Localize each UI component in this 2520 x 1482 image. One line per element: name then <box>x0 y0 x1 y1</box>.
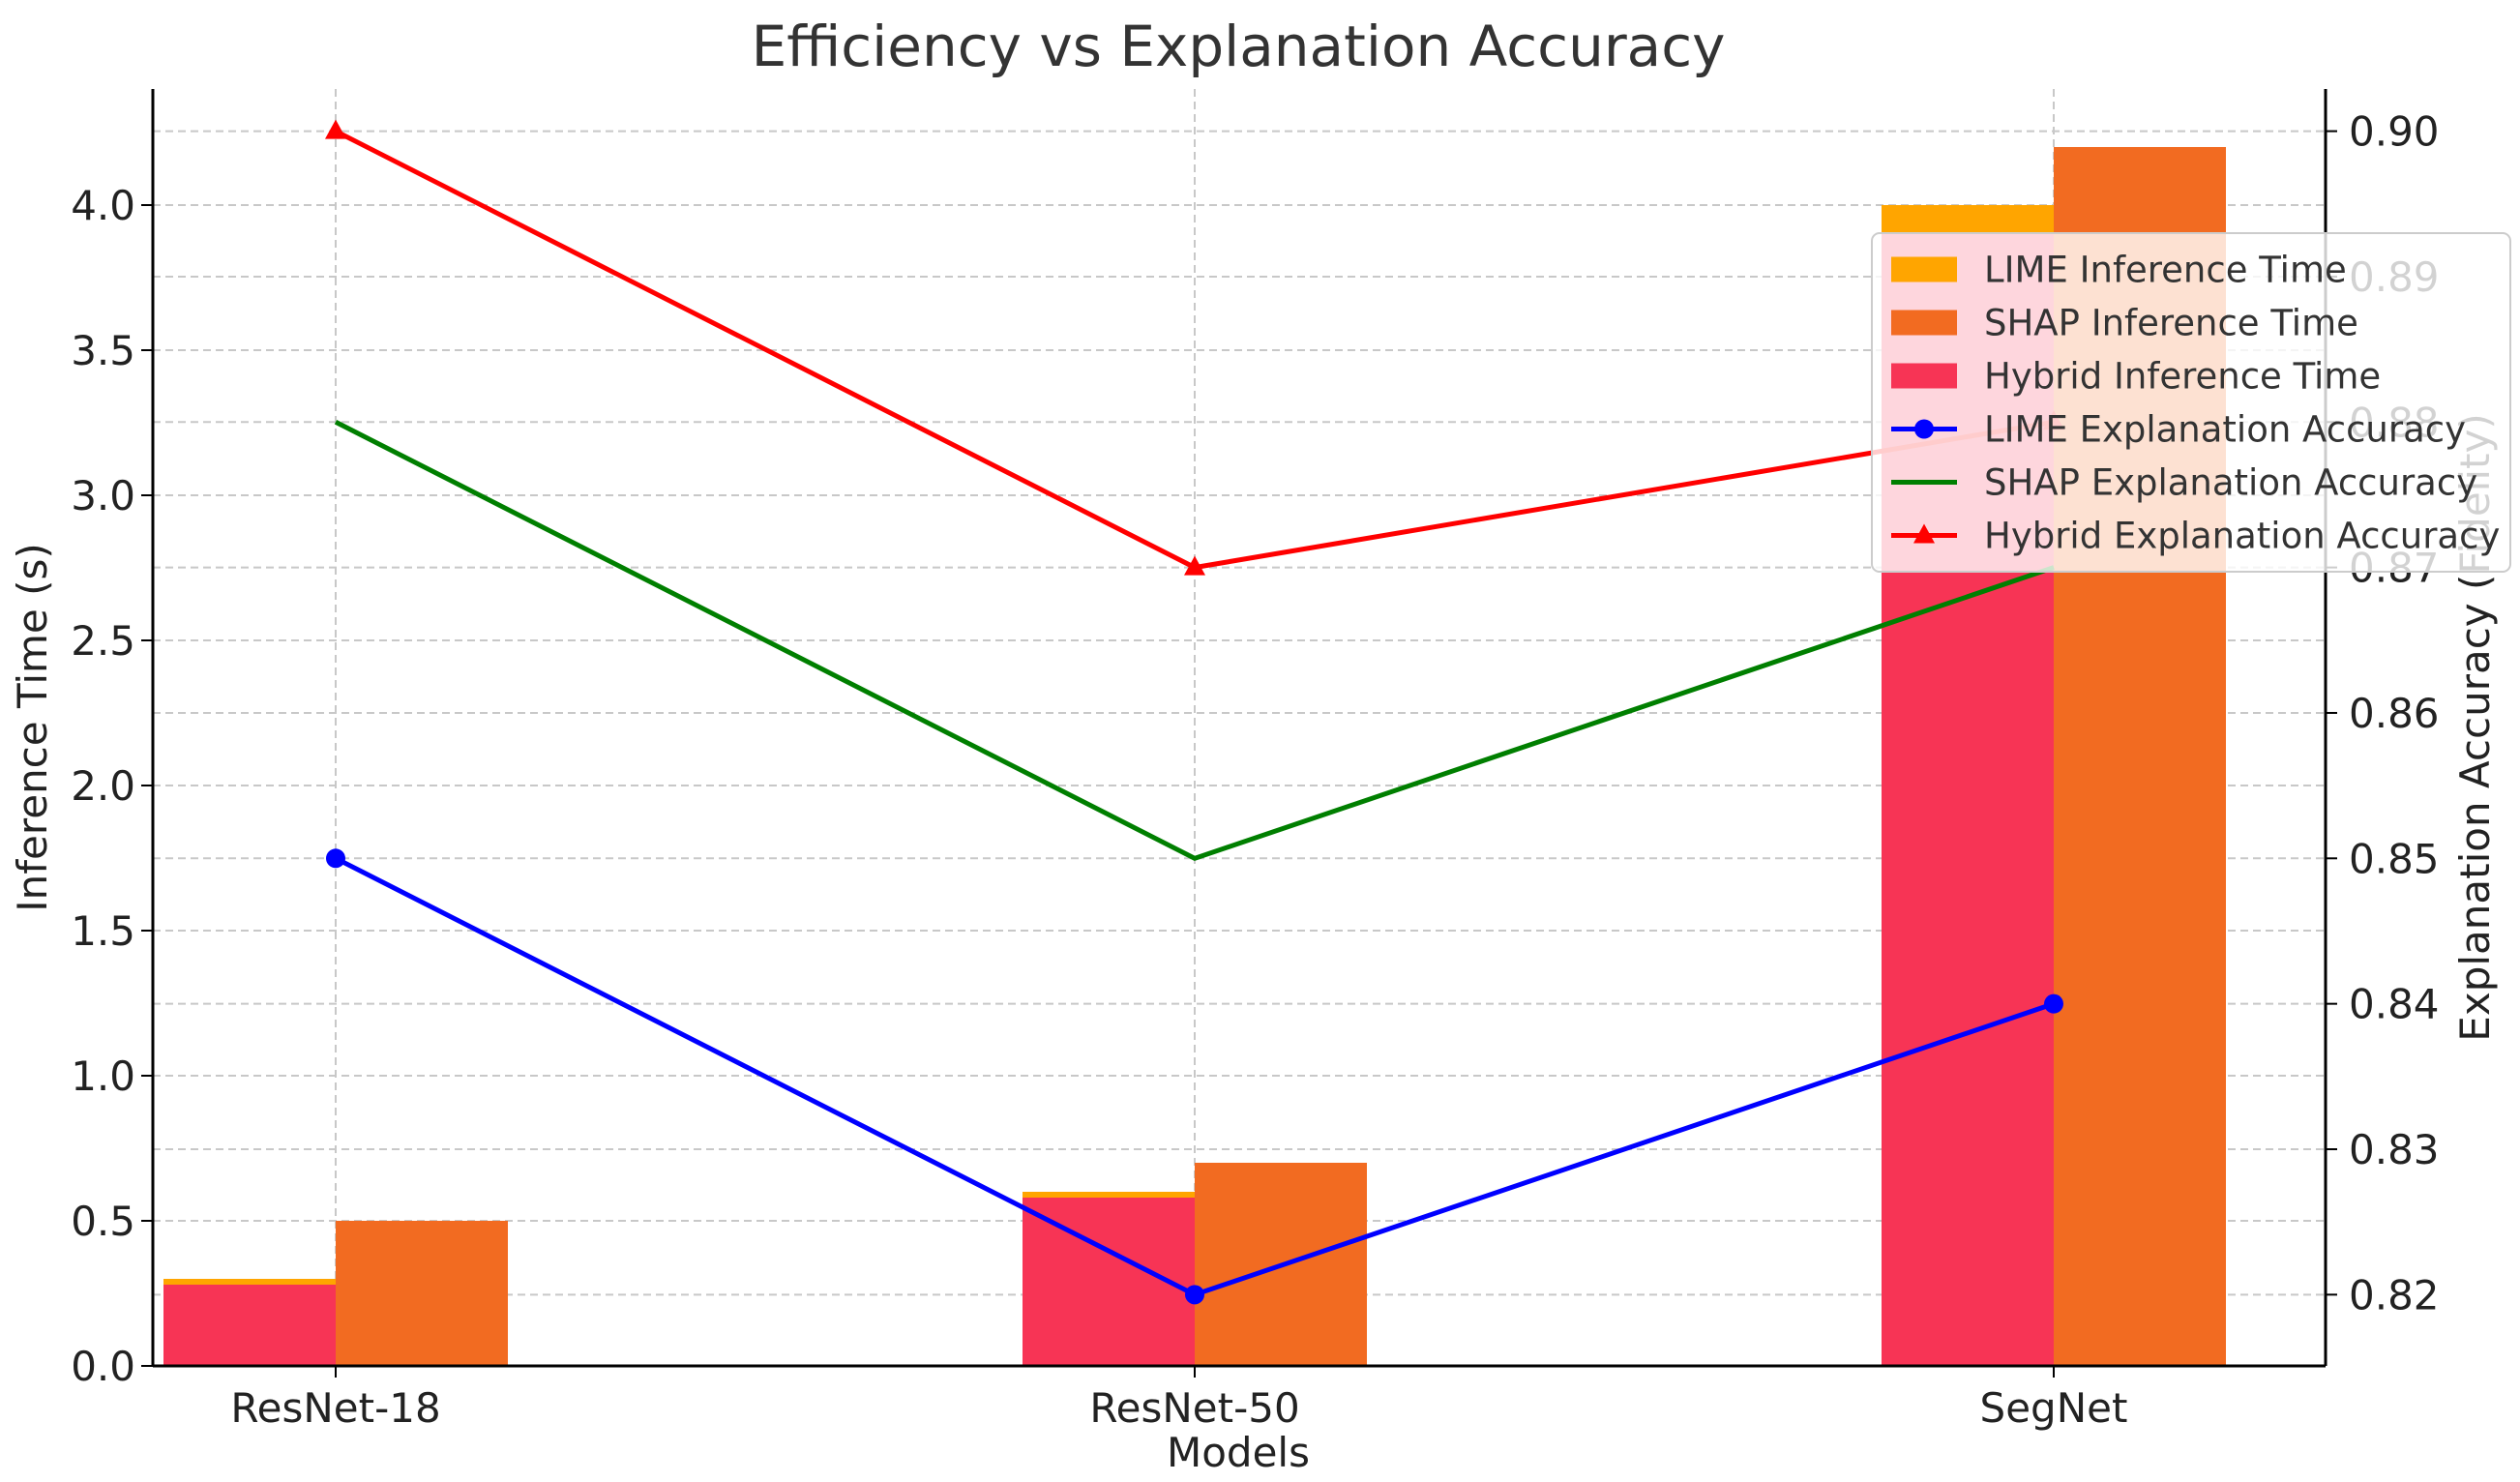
lines-layer <box>325 119 2064 1305</box>
legend-marker-lime-explanation-accuracy <box>1914 419 1934 439</box>
lime-accuracy-point <box>326 848 345 869</box>
legend-label-hybrid-inference-time: Hybrid Inference Time <box>1984 356 2381 398</box>
chart-title: Efficiency vs Explanation Accuracy <box>752 14 1726 79</box>
y-tick-label: 3.0 <box>71 472 135 519</box>
legend-label-shap-explanation-accuracy: SHAP Explanation Accuracy <box>1984 462 2477 504</box>
y-tick-label: 4.0 <box>71 182 135 229</box>
hybrid-accuracy-point <box>325 119 346 139</box>
y-tick-label: 2.5 <box>71 617 135 665</box>
y2-tick-label: 0.86 <box>2349 690 2440 737</box>
legend-marker-hybrid-explanation-accuracy <box>1913 523 1935 544</box>
legend-label-hybrid-explanation-accuracy: Hybrid Explanation Accuracy <box>1984 516 2500 557</box>
shap-accuracy-line <box>334 420 2055 862</box>
y-axis-label: Inference Time (s) <box>9 543 56 912</box>
legend-swatch-hybrid-inference-time <box>1891 363 1957 389</box>
y-tick-label: 0.5 <box>71 1198 135 1245</box>
legend-label-lime-inference-time: LIME Inference Time <box>1984 250 2347 291</box>
legend-box <box>1871 232 2511 573</box>
y2-tick-label: 0.84 <box>2349 981 2440 1028</box>
legend-label-shap-inference-time: SHAP Inference Time <box>1984 303 2358 344</box>
x-tick-label: ResNet-50 <box>1089 1384 1299 1432</box>
x-tick-label: SegNet <box>1980 1384 2128 1432</box>
y2-tick-label: 0.82 <box>2349 1271 2440 1319</box>
legend-swatch-lime-inference-time <box>1891 256 1957 282</box>
x-tick-label: ResNet-18 <box>230 1384 440 1432</box>
y2-tick-label: 0.85 <box>2349 835 2440 882</box>
x-axis-label: Models <box>1167 1429 1310 1476</box>
legend: LIME Inference Time SHAP Inference Time Hy… <box>1871 232 2511 573</box>
lime-accuracy-point <box>2044 993 2063 1014</box>
shap-inference-bar <box>336 1221 508 1366</box>
y-tick-label: 2.0 <box>71 762 135 810</box>
y-tick-label: 0.0 <box>71 1343 135 1390</box>
hybrid-inference-bar <box>163 1285 336 1366</box>
y2-tick-label: 0.83 <box>2349 1126 2440 1173</box>
lime-accuracy-point <box>1185 1285 1204 1305</box>
y-tick-label: 1.5 <box>71 907 135 955</box>
legend-swatch-shap-inference-time <box>1891 310 1957 336</box>
hybrid-accuracy-point <box>1184 555 1205 576</box>
tick-labels: ResNet-18 ResNet-50 SegNet 0.0 0.5 1.0 1.5 2.0 2… <box>71 108 2439 1432</box>
y-tick-label: 1.0 <box>71 1052 135 1100</box>
y-tick-label: 3.5 <box>71 327 135 374</box>
y2-tick-label: 0.90 <box>2349 108 2440 156</box>
legend-label-lime-explanation-accuracy: LIME Explanation Accuracy <box>1984 409 2466 451</box>
